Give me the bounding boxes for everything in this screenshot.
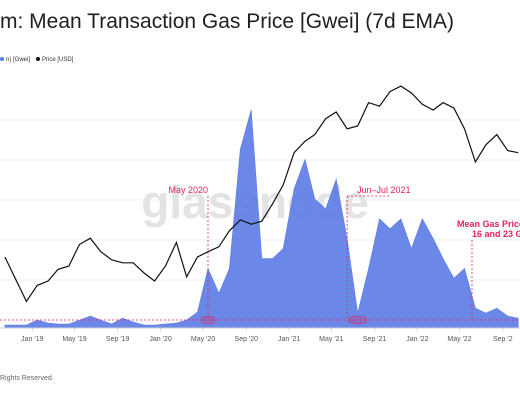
annotation-mean-gas-line1: Mean Gas Price [457, 219, 520, 229]
x-tick-label: Sep '19 [106, 336, 130, 343]
x-tick-label: May '21 [319, 336, 343, 343]
x-tick-label: Jan '20 [149, 336, 171, 343]
x-tick-label: Sep '2 [493, 336, 513, 343]
legend-price-label: Price [USD] [42, 57, 74, 63]
x-tick-label: May '19 [62, 336, 86, 343]
annotations: May 2020 Jun–Jul 2021 Mean Gas Price 16 … [0, 185, 520, 325]
footer-copyright: Rights Reserved. [0, 375, 54, 382]
chart-title: m: Mean Transaction Gas Price [Gwei] (7d… [0, 10, 454, 33]
gas-series [4, 109, 519, 329]
x-axis: Jan '19 May '19 Sep '19 Jan '20 May '20 Sep '… [0, 327, 520, 343]
gas-area [4, 109, 519, 329]
annotation-may-2020: May 2020 [168, 185, 208, 195]
x-tick-label: Jan '19 [21, 336, 43, 343]
x-tick-label: Jan '22 [406, 336, 428, 343]
legend: n) [Gwei] Price [USD] [0, 57, 73, 63]
price-series [4, 85, 519, 303]
x-tick-label: Sep '21 [363, 336, 387, 343]
annotation-jun-jul-2021: Jun–Jul 2021 [357, 185, 411, 195]
price-line [4, 85, 519, 303]
legend-gas-marker [0, 57, 4, 62]
jun-jul-2021-highlight [348, 315, 367, 325]
may-2020-highlight [200, 315, 216, 325]
x-tick-label: May '20 [191, 336, 215, 343]
x-tick-label: Sep '20 [235, 336, 259, 343]
x-tick-label: Jan '21 [278, 336, 300, 343]
legend-item-gas[interactable]: n) [Gwei] [0, 57, 30, 63]
legend-gas-label: n) [Gwei] [6, 57, 31, 63]
x-tick-label: May '22 [447, 336, 471, 343]
legend-price-marker [36, 57, 41, 62]
annotation-mean-gas-line2: 16 and 23 G [472, 229, 520, 239]
legend-item-price[interactable]: Price [USD] [36, 57, 73, 63]
